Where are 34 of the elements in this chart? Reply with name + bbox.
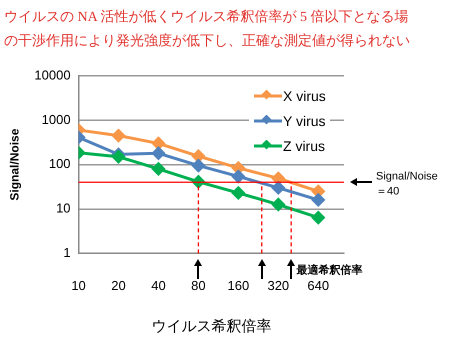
x-tick-label: 160: [228, 278, 250, 293]
y-tick-label: 1000: [42, 112, 71, 127]
x-tick-label: 640: [307, 278, 330, 293]
chart-title: ウイルスの NA 活性が低くウイルス希釈倍率が 5 倍以下となる場: [4, 8, 410, 27]
y-tick-label: 10: [56, 200, 71, 216]
ref-line-label: Signal/Noise ＝40: [376, 170, 438, 198]
y-axis-title: Signal/Noise: [8, 128, 22, 201]
point: [112, 129, 126, 142]
legend-label: X virus: [283, 88, 326, 104]
point: [312, 211, 325, 224]
point: [312, 193, 325, 206]
text: 最適希釈倍率: [295, 263, 362, 276]
legend-label: Y virus: [283, 113, 326, 130]
point: [152, 136, 165, 150]
x-tick-label: 10: [71, 278, 86, 293]
legend-label: Z virus: [283, 138, 325, 154]
x-axis-title: ウイルス希釈倍率: [151, 318, 272, 336]
y-tick-label: 100: [48, 156, 71, 172]
point: [272, 181, 285, 194]
x-tick-label: 40: [151, 278, 166, 293]
point: [232, 170, 245, 183]
point: [192, 159, 205, 172]
point: [152, 146, 165, 160]
x-tick-label: 20: [111, 278, 126, 293]
chart-subtitle: の干渉作用により発光強度が低下し、正確な測定値が得られない: [4, 32, 411, 51]
x-tick-label: 320: [267, 278, 290, 293]
x-tick-label: 80: [191, 278, 206, 293]
point: [192, 150, 205, 163]
point: [152, 162, 165, 176]
point: [232, 186, 245, 200]
y-tick-label: 10000: [34, 67, 71, 82]
y-tick-label: 1: [63, 244, 71, 260]
point: [272, 198, 285, 212]
point: [112, 150, 126, 164]
